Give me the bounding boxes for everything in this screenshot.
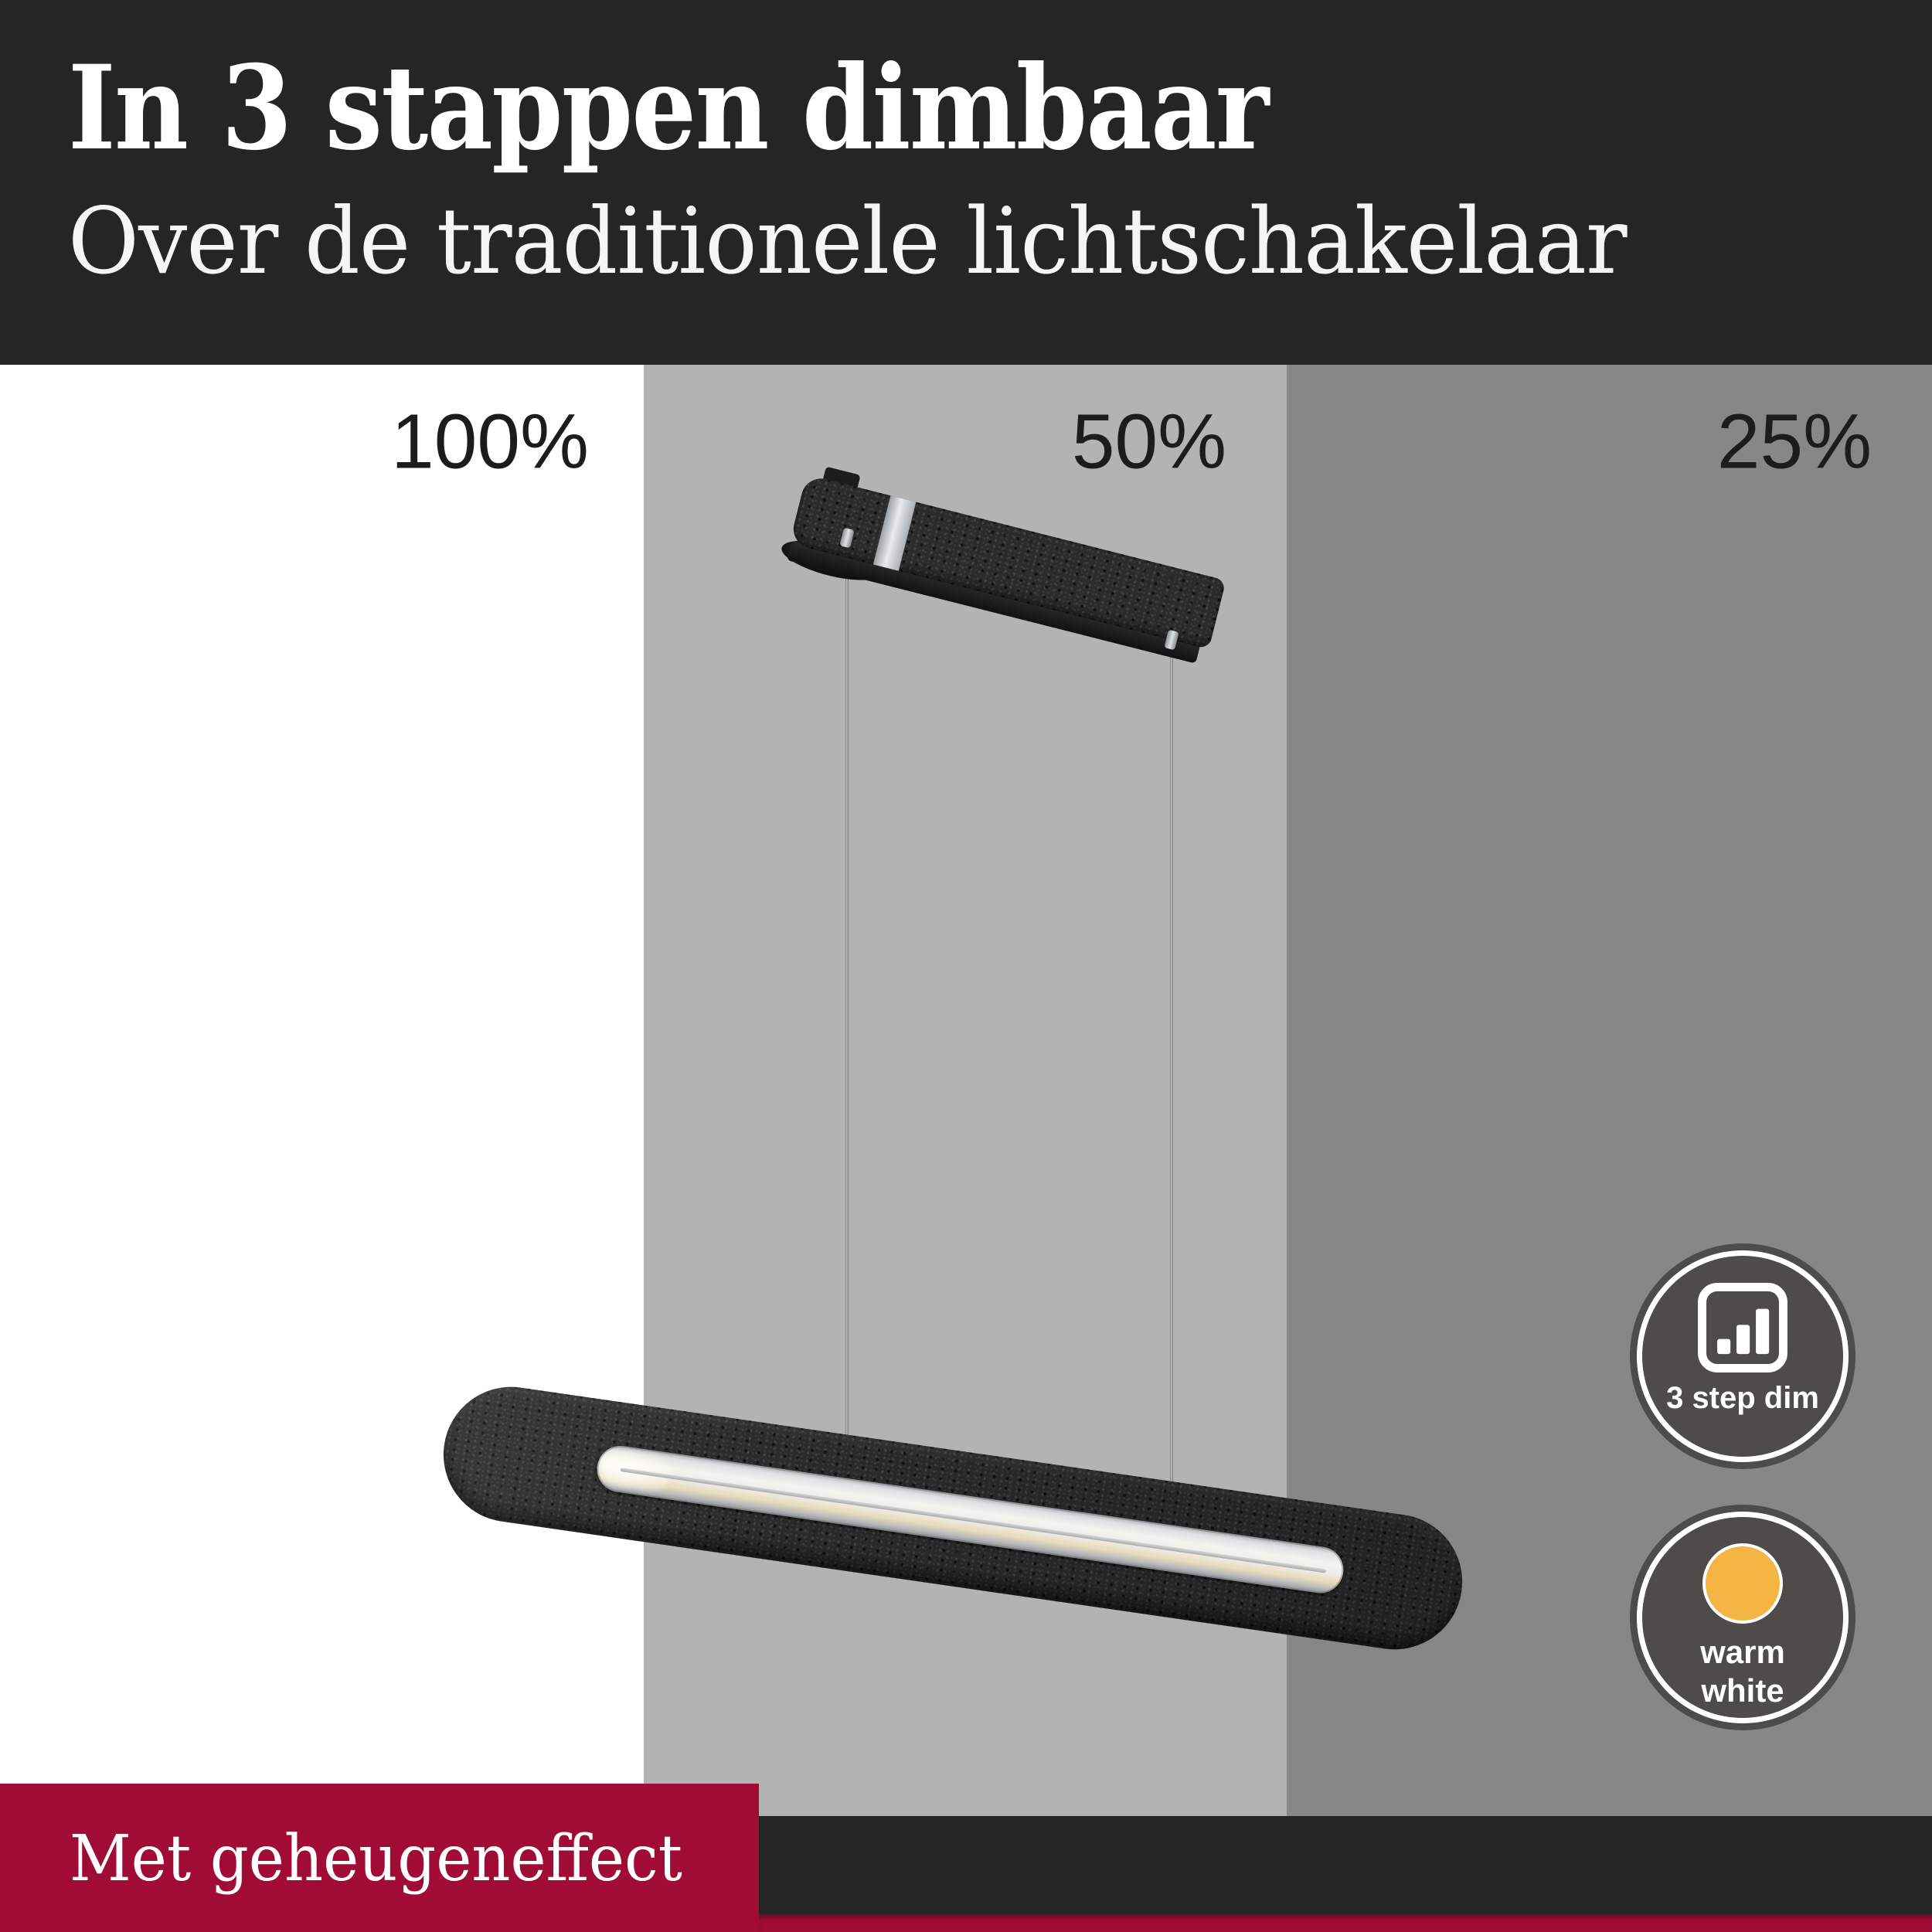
footer-red-strip (759, 1914, 1932, 1932)
badge-3-step-dim: 3 step dim (1637, 1250, 1849, 1462)
badge-warm-white-line2: white (1701, 1672, 1784, 1709)
badge-warm-white: warm white (1637, 1512, 1849, 1723)
suspension-cable-right (1170, 646, 1173, 1505)
warm-white-dot-icon (1702, 1543, 1783, 1624)
dim-zone-25 (1287, 365, 1932, 1932)
page-subtitle: Over de traditionele lichtschakelaar (68, 188, 1628, 294)
footer-banner: Met geheugeneffect (0, 1784, 759, 1932)
badge-3-step-dim-label: 3 step dim (1666, 1381, 1819, 1415)
footer-dark-bar (759, 1816, 1932, 1914)
dim-zone-label-50: 50% (1071, 398, 1227, 485)
header-banner: In 3 stappen dimbaar Over de traditionel… (0, 0, 1932, 365)
three-step-dim-bars-icon (1698, 1283, 1787, 1372)
dim-zone-100 (0, 365, 644, 1932)
badge-warm-white-line1: warm (1700, 1634, 1785, 1670)
dim-zone-label-25: 25% (1716, 398, 1872, 485)
footer-label: Met geheugeneffect (70, 1822, 682, 1896)
page-title: In 3 stappen dimbaar (68, 40, 1269, 176)
suspension-cable-left (845, 543, 849, 1447)
dim-zone-label-100: 100% (391, 398, 589, 485)
